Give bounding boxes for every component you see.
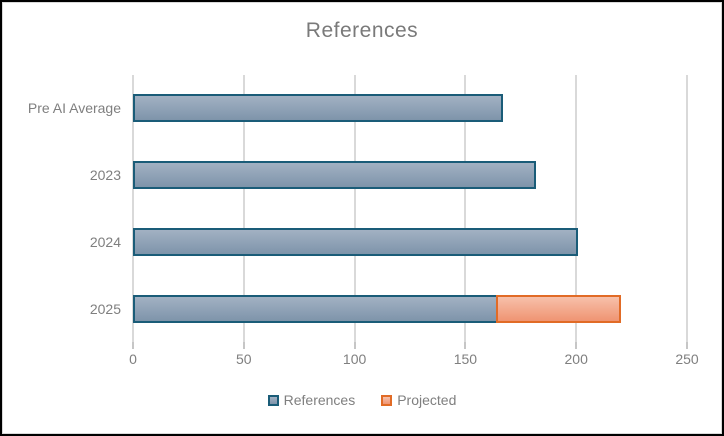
gridline-150 <box>464 75 467 342</box>
category-label-0: Pre AI Average <box>27 100 121 117</box>
bar-segment-references-2024 <box>133 227 579 256</box>
tick-label-50: 50 <box>236 351 252 367</box>
legend-swatch-references <box>267 394 279 406</box>
tick-mark-50 <box>242 342 245 349</box>
bars-container <box>133 75 687 342</box>
legend-item-references: References <box>267 392 356 408</box>
gridline-200 <box>575 75 578 342</box>
tick-label-0: 0 <box>129 351 137 367</box>
gridline-250 <box>686 75 688 342</box>
tick-mark-100 <box>353 342 356 349</box>
tick-mark-250 <box>686 342 688 349</box>
category-label-1: 2023 <box>89 167 121 184</box>
legend-item-projected: Projected <box>381 392 456 408</box>
gridline-100 <box>353 75 356 342</box>
category-label-3: 2025 <box>89 300 121 317</box>
tick-mark-200 <box>575 342 578 349</box>
tick-label-200: 200 <box>564 351 588 367</box>
category-axis: Pre AI Average 2023 2024 2025 <box>9 75 121 342</box>
x-axis-tick-labels: 0 50 100 150 200 250 <box>129 351 699 369</box>
legend-label-references: References <box>283 392 356 408</box>
tick-label-150: 150 <box>453 351 478 367</box>
value-axis-line <box>132 75 134 342</box>
bar-segment-references-2025 <box>133 294 497 323</box>
legend: References Projected <box>3 392 721 408</box>
bar-row-3 <box>133 275 687 342</box>
legend-label-projected: Projected <box>397 392 457 408</box>
gridline-50 <box>242 75 245 342</box>
chart-title: References <box>305 19 419 42</box>
legend-swatch-projected <box>381 394 393 406</box>
x-axis-tick-marks <box>132 342 688 349</box>
bar-segment-references-2023 <box>133 161 537 190</box>
bar-row-1 <box>133 142 687 209</box>
tick-mark-150 <box>464 342 467 349</box>
bar-row-0 <box>133 75 687 142</box>
tick-mark-0 <box>132 342 134 349</box>
tick-label-100: 100 <box>342 351 367 367</box>
bar-row-2 <box>133 209 687 276</box>
tick-label-250: 250 <box>675 351 699 367</box>
category-label-2: 2024 <box>89 233 121 250</box>
plot-area <box>132 75 688 342</box>
bar-segment-references-pre-ai-average <box>133 94 504 123</box>
bar-segment-projected-2025 <box>496 294 621 323</box>
